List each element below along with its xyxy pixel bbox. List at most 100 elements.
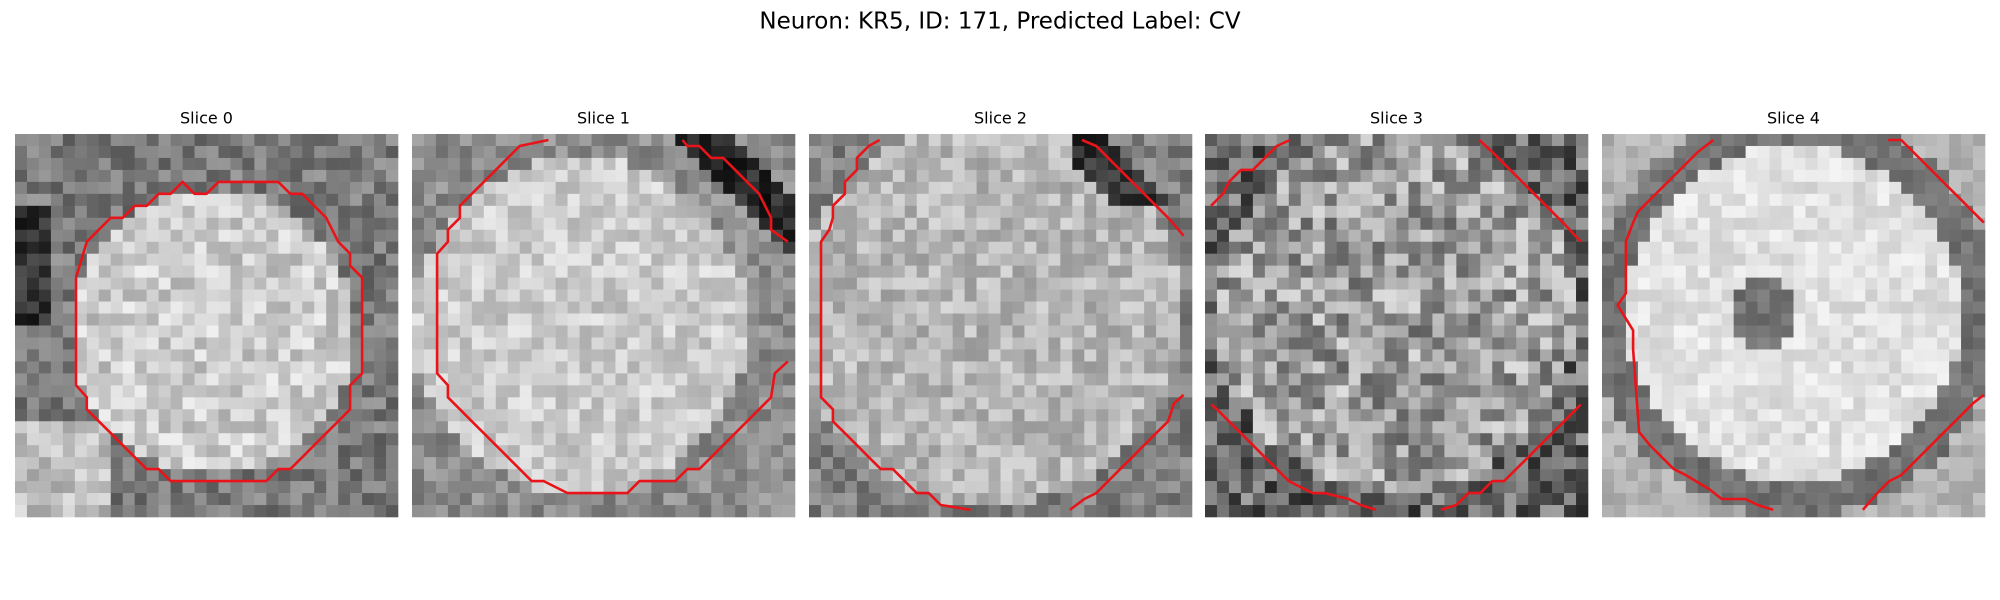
pixel xyxy=(1012,145,1025,159)
pixel xyxy=(1348,481,1361,494)
pixel xyxy=(423,265,437,278)
pixel xyxy=(1000,181,1013,195)
pixel xyxy=(615,289,628,302)
pixel xyxy=(663,289,676,302)
pixel xyxy=(1324,505,1337,518)
pixel xyxy=(1733,385,1746,398)
pixel xyxy=(1060,337,1073,350)
pixel xyxy=(1276,217,1290,231)
pixel xyxy=(1432,217,1445,231)
pixel xyxy=(663,433,676,446)
pixel xyxy=(555,157,568,171)
pixel xyxy=(699,421,712,434)
pixel xyxy=(314,481,327,494)
pixel xyxy=(1721,181,1734,195)
pixel xyxy=(1348,313,1361,326)
pixel xyxy=(1492,397,1505,410)
pixel xyxy=(1036,397,1049,410)
pixel xyxy=(1108,397,1121,410)
pixel xyxy=(110,397,124,410)
pixel xyxy=(1841,265,1854,278)
pixel xyxy=(1360,229,1373,243)
pixel xyxy=(809,241,822,254)
pixel xyxy=(26,193,40,207)
pixel xyxy=(1180,229,1193,243)
pixel xyxy=(459,397,473,410)
pixel xyxy=(26,457,40,470)
pixel xyxy=(1312,157,1325,171)
pixel xyxy=(1288,445,1302,458)
pixel xyxy=(1384,445,1397,458)
pixel xyxy=(1240,229,1254,243)
pixel xyxy=(386,181,399,195)
contour xyxy=(1081,138,1185,237)
pixel xyxy=(1492,277,1505,290)
pixel xyxy=(615,241,628,254)
pixel xyxy=(1721,289,1734,302)
pixel xyxy=(699,241,712,254)
pixel xyxy=(266,277,279,290)
pixel xyxy=(206,134,219,147)
pixel xyxy=(1769,169,1782,183)
pixel xyxy=(38,289,52,302)
pixel xyxy=(723,289,736,302)
pixel xyxy=(194,373,207,386)
pixel xyxy=(62,421,76,434)
pixel xyxy=(206,193,219,207)
pixel xyxy=(374,169,387,183)
pixel xyxy=(1264,205,1278,219)
pixel xyxy=(711,169,724,183)
pixel xyxy=(1144,181,1157,195)
pixel xyxy=(98,241,112,254)
pixel xyxy=(771,277,784,290)
pixel xyxy=(62,241,76,254)
pixel xyxy=(1024,493,1037,506)
pixel xyxy=(1084,217,1097,231)
pixel xyxy=(1324,361,1337,374)
pixel xyxy=(892,301,906,314)
pixel xyxy=(519,205,532,219)
pixel xyxy=(1144,325,1157,338)
pixel xyxy=(26,313,40,326)
pixel xyxy=(1865,253,1878,266)
pixel xyxy=(435,229,449,243)
pixel xyxy=(555,277,568,290)
pixel xyxy=(447,421,461,434)
pixel xyxy=(1300,301,1314,314)
pixel xyxy=(783,145,796,159)
pixel xyxy=(639,145,652,159)
pixel xyxy=(507,421,521,434)
pixel xyxy=(1637,157,1651,171)
pixel xyxy=(374,145,387,159)
pixel xyxy=(1060,169,1073,183)
pixel xyxy=(218,181,231,195)
pixel xyxy=(615,313,628,326)
pixel xyxy=(423,505,437,518)
pixel xyxy=(15,421,28,434)
pixel xyxy=(1264,313,1278,326)
pixel xyxy=(1973,349,1986,362)
pixel xyxy=(868,337,882,350)
pixel xyxy=(1961,373,1974,386)
pixel xyxy=(62,409,76,422)
pixel xyxy=(459,169,473,183)
pixel xyxy=(1901,301,1914,314)
pixel xyxy=(1084,445,1097,458)
pixel xyxy=(1324,253,1337,266)
pixel xyxy=(374,289,387,302)
pixel xyxy=(62,205,76,219)
pixel xyxy=(134,445,147,458)
pixel xyxy=(1757,373,1770,386)
pixel xyxy=(1673,421,1687,434)
pixel xyxy=(230,469,243,482)
pixel xyxy=(615,421,628,434)
pixel xyxy=(26,397,40,410)
pixel xyxy=(832,469,846,482)
pixel xyxy=(134,277,147,290)
pixel xyxy=(459,385,473,398)
pixel xyxy=(1721,253,1734,266)
pixel xyxy=(182,337,195,350)
pixel xyxy=(326,289,339,302)
pixel xyxy=(266,409,279,422)
pixel xyxy=(1564,241,1577,254)
